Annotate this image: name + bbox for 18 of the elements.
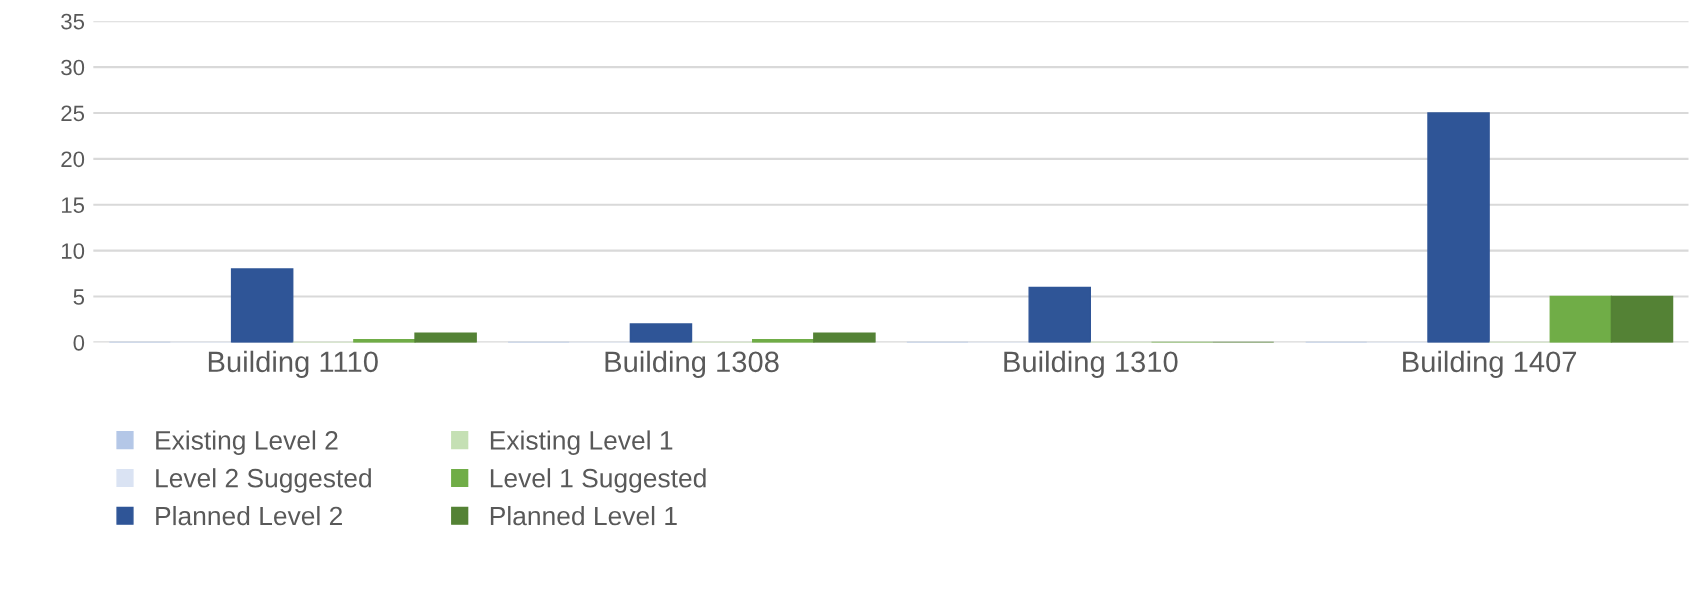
y-tick-label: 35 xyxy=(61,13,85,30)
legend-label: Level 1 Suggested xyxy=(490,468,706,493)
y-tick-label: 25 xyxy=(61,105,85,122)
y-tick-label: 30 xyxy=(61,59,85,76)
legend-label: Existing Level 2 xyxy=(156,430,338,455)
y-tick-label: 10 xyxy=(61,243,85,259)
x-tick-label: Building 1407 xyxy=(1403,350,1577,378)
y-tick-label: 20 xyxy=(61,151,85,168)
x-tick-label: Building 1308 xyxy=(605,350,779,378)
legend-label: Planned Level 1 xyxy=(490,505,677,526)
legend-label: Planned Level 2 xyxy=(156,505,342,526)
y-tick-label: 0 xyxy=(73,334,85,351)
legend-label: Existing Level 1 xyxy=(490,430,673,455)
y-tick-label: 15 xyxy=(61,197,85,214)
x-tick-label: Building 1310 xyxy=(1004,350,1178,378)
x-tick-label: Building 1110 xyxy=(208,350,378,378)
y-tick-label: 5 xyxy=(73,289,85,305)
legend-label: Level 2 Suggested xyxy=(156,468,371,493)
